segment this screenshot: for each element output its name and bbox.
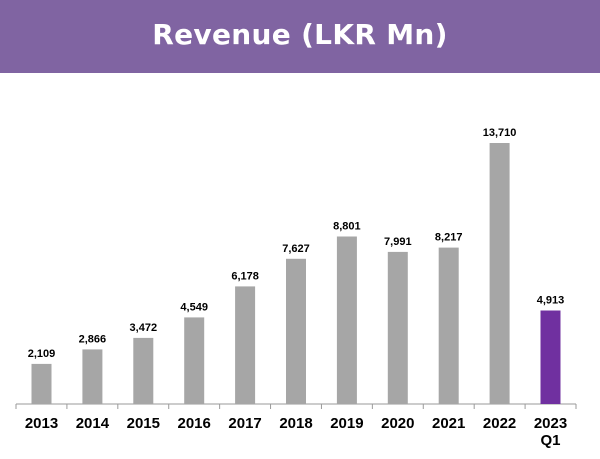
data-label: 7,991 bbox=[384, 236, 412, 248]
bar-2022 bbox=[489, 143, 510, 404]
data-label: 6,178 bbox=[231, 270, 259, 282]
bar-2021 bbox=[438, 247, 459, 404]
x-tick-label: 2018 bbox=[279, 415, 312, 432]
data-label: 4,913 bbox=[537, 295, 565, 307]
data-label: 2,866 bbox=[79, 333, 107, 345]
x-tick-label: Q1 bbox=[540, 432, 560, 449]
data-label: 8,801 bbox=[333, 221, 361, 233]
x-tick-label: 2013 bbox=[25, 415, 58, 432]
data-label: 4,549 bbox=[180, 301, 208, 313]
bar-2019 bbox=[336, 236, 357, 404]
bar-2016 bbox=[184, 317, 205, 404]
data-label: 13,710 bbox=[483, 127, 517, 139]
x-tick-label: 2023 bbox=[534, 415, 567, 432]
bar-chart: 2,109 2013 2,866 2014 3,472 2015 4,549 2016 6,17… bbox=[15, 127, 577, 449]
x-tick-label: 2017 bbox=[228, 415, 261, 432]
data-label: 7,627 bbox=[282, 243, 310, 255]
x-tick-label: 2019 bbox=[330, 415, 363, 432]
bar-2023-q1 bbox=[540, 310, 561, 404]
x-tick-label: 2014 bbox=[76, 415, 110, 432]
x-tick-label: 2015 bbox=[127, 415, 160, 432]
bar-2020 bbox=[387, 251, 408, 404]
x-tick-label: 2022 bbox=[483, 415, 516, 432]
data-label: 3,472 bbox=[130, 322, 158, 334]
bar-2014 bbox=[82, 349, 103, 404]
title-banner: Revenue (LKR Mn) bbox=[0, 0, 600, 73]
x-tick-label: 2021 bbox=[432, 415, 465, 432]
data-label: 2,109 bbox=[28, 348, 56, 360]
bar-2017 bbox=[235, 286, 256, 404]
bar-2013 bbox=[31, 363, 52, 404]
chart-title: Revenue (LKR Mn) bbox=[152, 18, 448, 51]
data-label: 8,217 bbox=[435, 232, 463, 244]
x-tick-label: 2016 bbox=[178, 415, 211, 432]
bar-2018 bbox=[286, 258, 306, 404]
bar-2015 bbox=[133, 337, 154, 404]
x-tick-label: 2020 bbox=[381, 415, 414, 432]
